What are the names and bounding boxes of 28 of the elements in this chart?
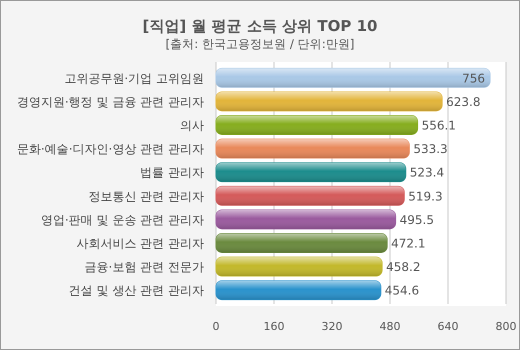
y-tick-label: 경영지원·행정 및 금융 관련 관리자: [16, 94, 204, 109]
y-tick-label: 금융·보험 관련 전문가: [84, 260, 204, 274]
data-label: 495.5: [400, 212, 434, 227]
y-tick-label: 영업·판매 및 운송 관련 관리자: [40, 212, 204, 227]
data-label: 472.1: [391, 236, 426, 250]
data-label: 454.6: [384, 284, 420, 298]
y-tick-label: 사회서비스 관련 관리자: [76, 236, 204, 250]
x-tick-label: 800: [496, 320, 516, 333]
y-tick-label: 의사: [180, 118, 204, 132]
data-label: 458.2: [386, 260, 420, 274]
x-tick-label: 480: [380, 320, 400, 333]
x-tick-label: 320: [322, 320, 342, 333]
data-label: 756: [462, 71, 486, 86]
chart-title: [직업] 월 평균 소득 상위 TOP 10: [142, 17, 378, 35]
x-tick-label: 160: [264, 320, 284, 333]
y-tick-label: 고위공무원·기업 고위임원: [64, 71, 204, 86]
data-label: 533.3: [413, 142, 448, 156]
y-tick-label: 건설 및 생산 관련 관리자: [68, 284, 204, 298]
chart-subtitle: [출처: 한국고용정보원 / 단위:만원]: [166, 37, 354, 51]
data-label: 556.1: [422, 118, 456, 132]
y-tick-label: 법률 관리자: [140, 166, 204, 180]
x-tick-label: 640: [438, 320, 458, 333]
data-label: 519.3: [408, 189, 443, 204]
data-label: 523.4: [410, 166, 444, 180]
y-tick-label: 문화·예술·디자인·영상 관련 관리자: [16, 142, 204, 156]
x-tick-label: 0: [212, 320, 220, 333]
y-tick-label: 정보통신 관련 관리자: [88, 189, 204, 204]
data-label: 623.8: [446, 94, 480, 109]
